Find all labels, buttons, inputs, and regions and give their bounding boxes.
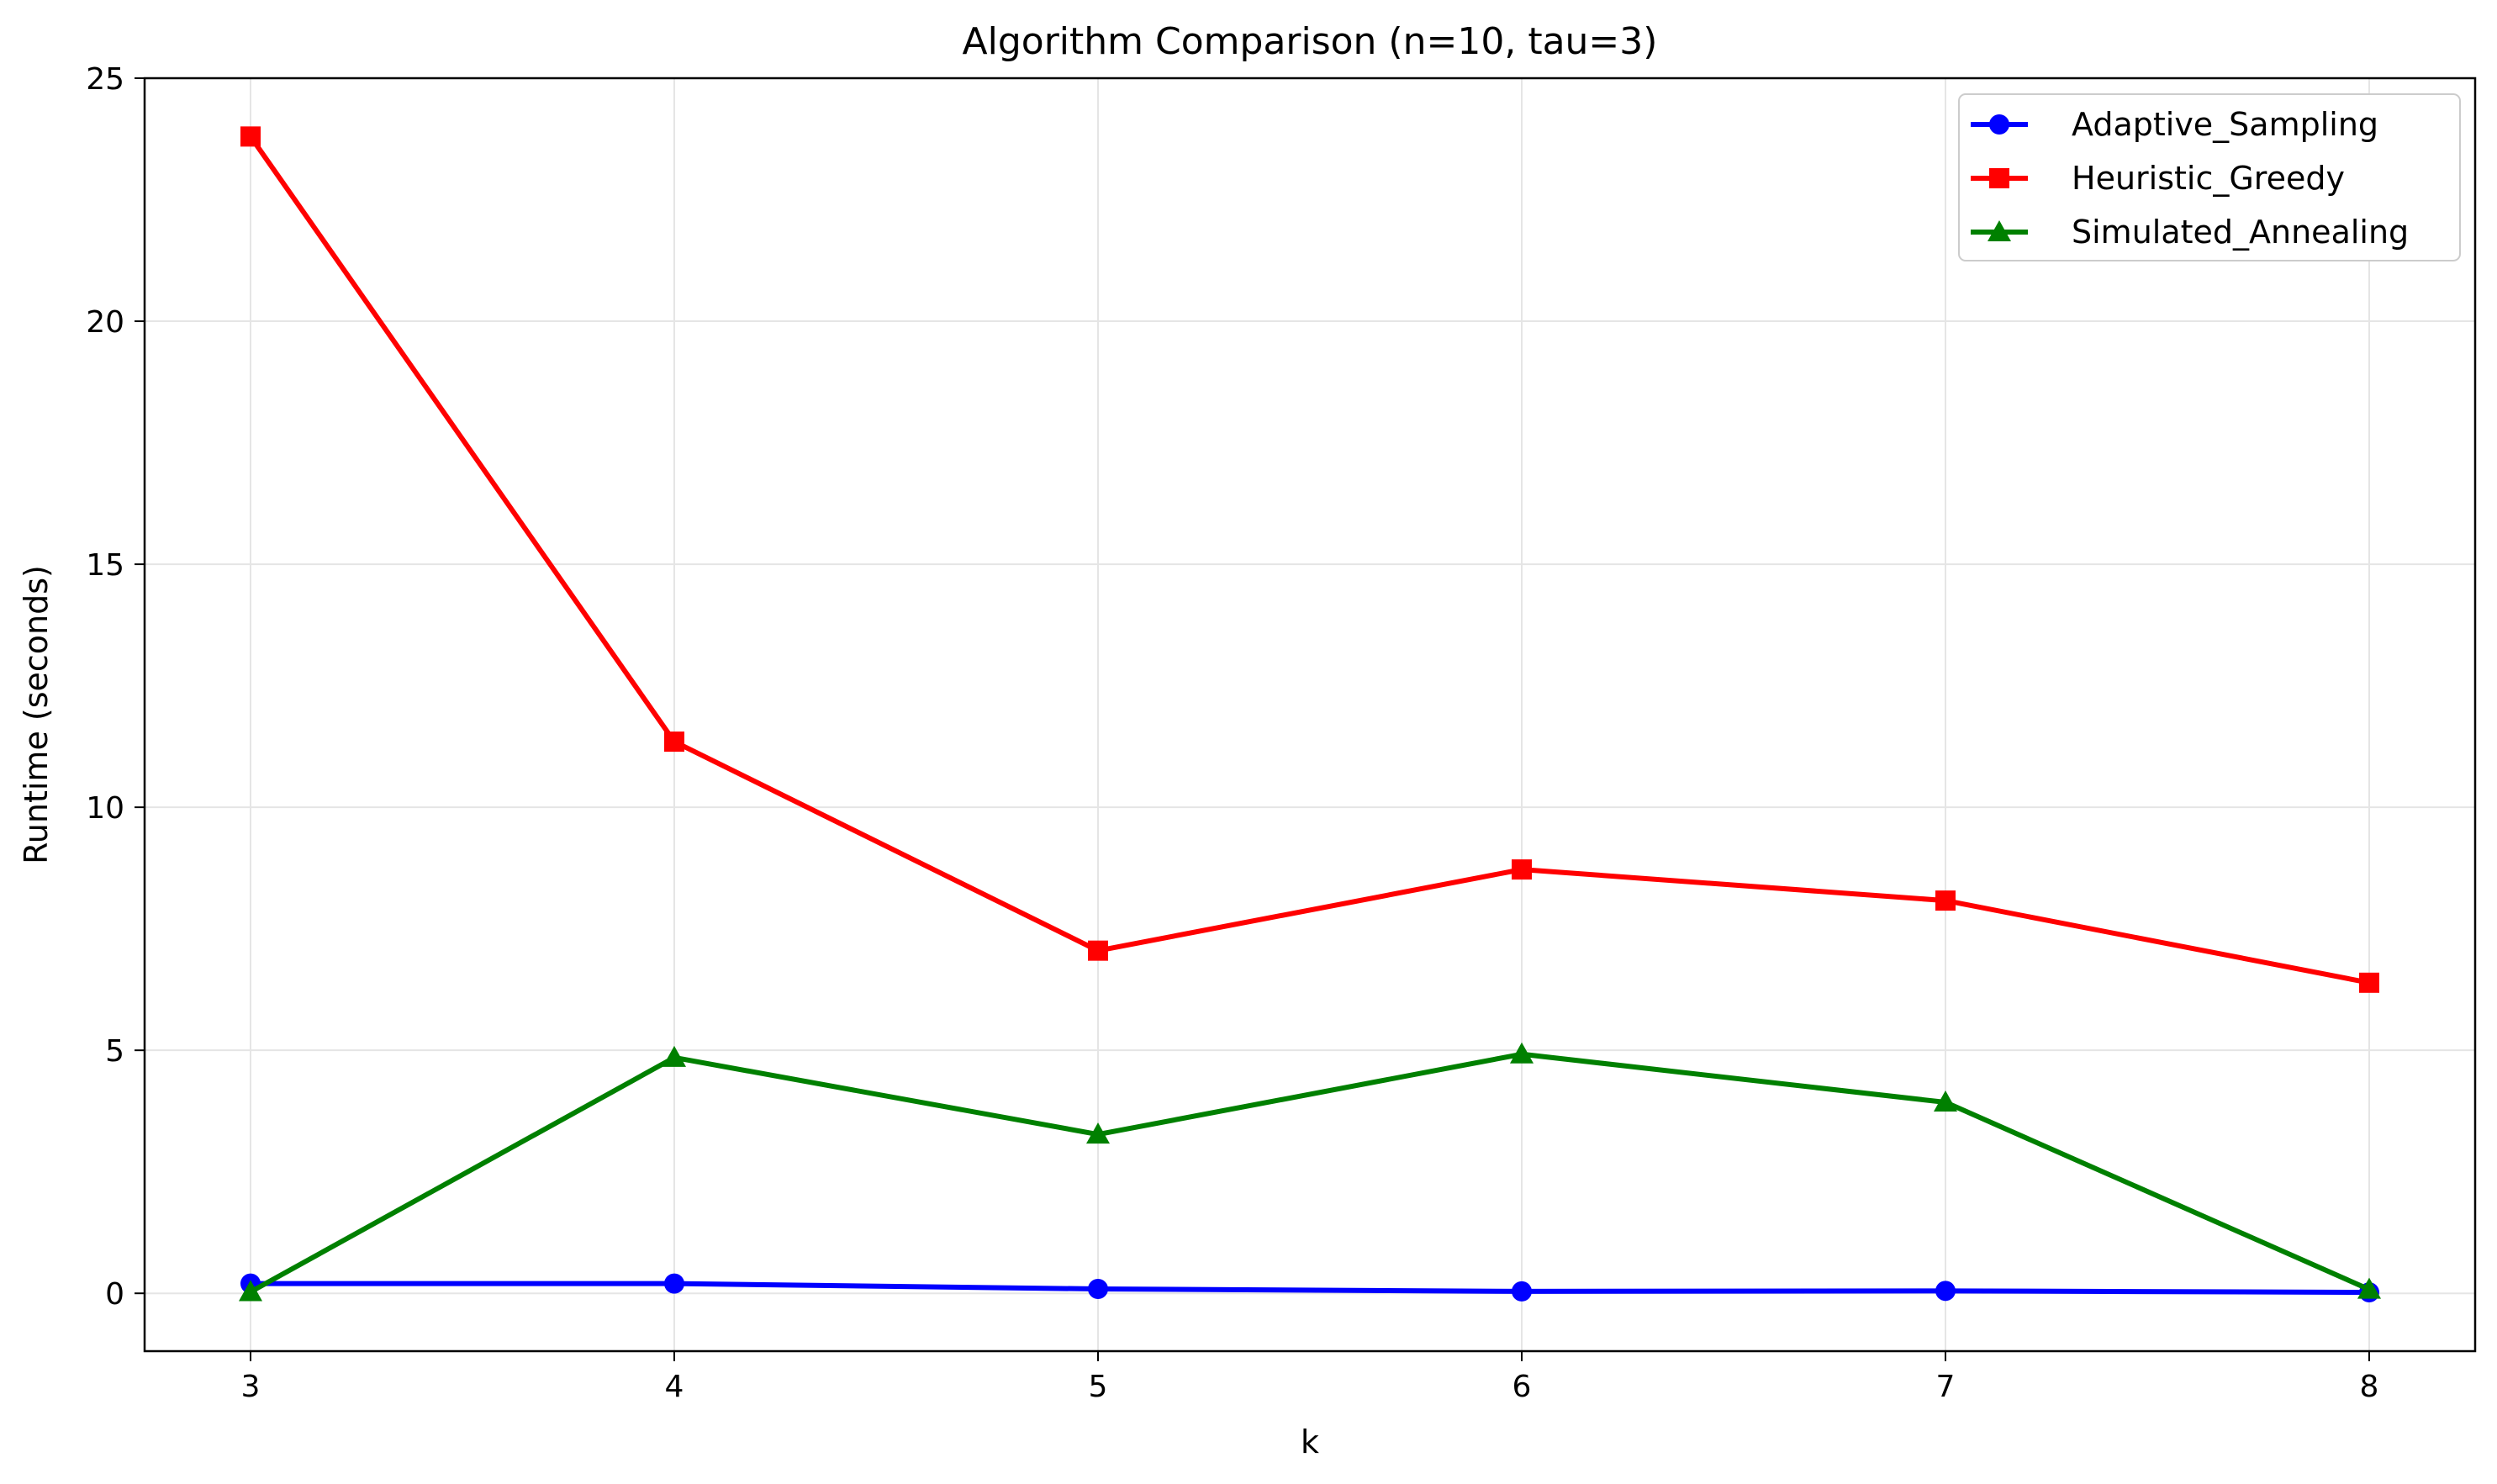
y-tick-label: 5	[105, 1034, 124, 1069]
legend-label: Adaptive_Sampling	[2072, 106, 2378, 143]
legend-marker	[1989, 168, 2009, 188]
data-point	[1088, 940, 1108, 961]
data-point	[240, 126, 261, 147]
x-tick-label: 6	[1512, 1370, 1532, 1404]
x-axis-label: k	[1301, 1423, 1319, 1460]
data-point	[1512, 1281, 1532, 1302]
y-tick-label: 20	[86, 305, 124, 340]
data-point	[2357, 1277, 2381, 1299]
x-tick-label: 3	[241, 1370, 261, 1404]
data-point	[1088, 1279, 1108, 1300]
legend-marker	[1988, 220, 2011, 241]
data-point	[1935, 890, 1956, 911]
x-tick-label: 8	[2360, 1370, 2379, 1404]
series-line	[248, 1281, 2372, 1296]
series-layer	[239, 126, 2381, 1303]
series-line	[248, 134, 2372, 985]
series-2	[239, 1042, 2381, 1302]
data-point	[664, 1273, 684, 1294]
legend-marker	[1989, 114, 2009, 135]
y-tick-label: 15	[86, 548, 124, 583]
legend-label: Heuristic_Greedy	[2072, 160, 2345, 197]
y-tick-label: 25	[86, 62, 124, 97]
data-point	[1935, 1281, 1956, 1302]
data-point	[1510, 1042, 1534, 1064]
data-point	[1934, 1091, 1957, 1112]
x-tick-label: 4	[665, 1370, 684, 1404]
legend: Adaptive_Sampling Heuristic_Greedy Simulat…	[1958, 93, 2461, 261]
series-line	[248, 1051, 2372, 1295]
y-tick-label: 10	[86, 791, 124, 826]
data-point	[239, 1280, 262, 1302]
plot-frame	[143, 77, 2477, 1353]
series-1	[240, 126, 2379, 993]
y-tick-label: 0	[105, 1277, 124, 1312]
legend-item: Adaptive_Sampling	[1971, 106, 2378, 143]
data-point	[1512, 859, 1532, 880]
legend-box	[1958, 93, 2461, 261]
data-point	[1086, 1122, 1110, 1144]
data-point	[664, 731, 684, 753]
x-tick-label: 5	[1089, 1370, 1108, 1404]
axes: 3 4 5 6 7 8 0 5 10 15 20 25	[86, 62, 2378, 1404]
chart-title: Algorithm Comparison (n=10, tau=3)	[963, 20, 1658, 63]
legend-label: Simulated_Annealing	[2072, 214, 2409, 251]
data-point	[663, 1045, 686, 1067]
data-point	[2359, 972, 2379, 993]
legend-item: Simulated_Annealing	[1971, 214, 2409, 251]
y-axis-label: Runtime (seconds)	[18, 565, 55, 864]
x-tick-label: 7	[1936, 1370, 1956, 1404]
legend-item: Heuristic_Greedy	[1971, 160, 2345, 197]
